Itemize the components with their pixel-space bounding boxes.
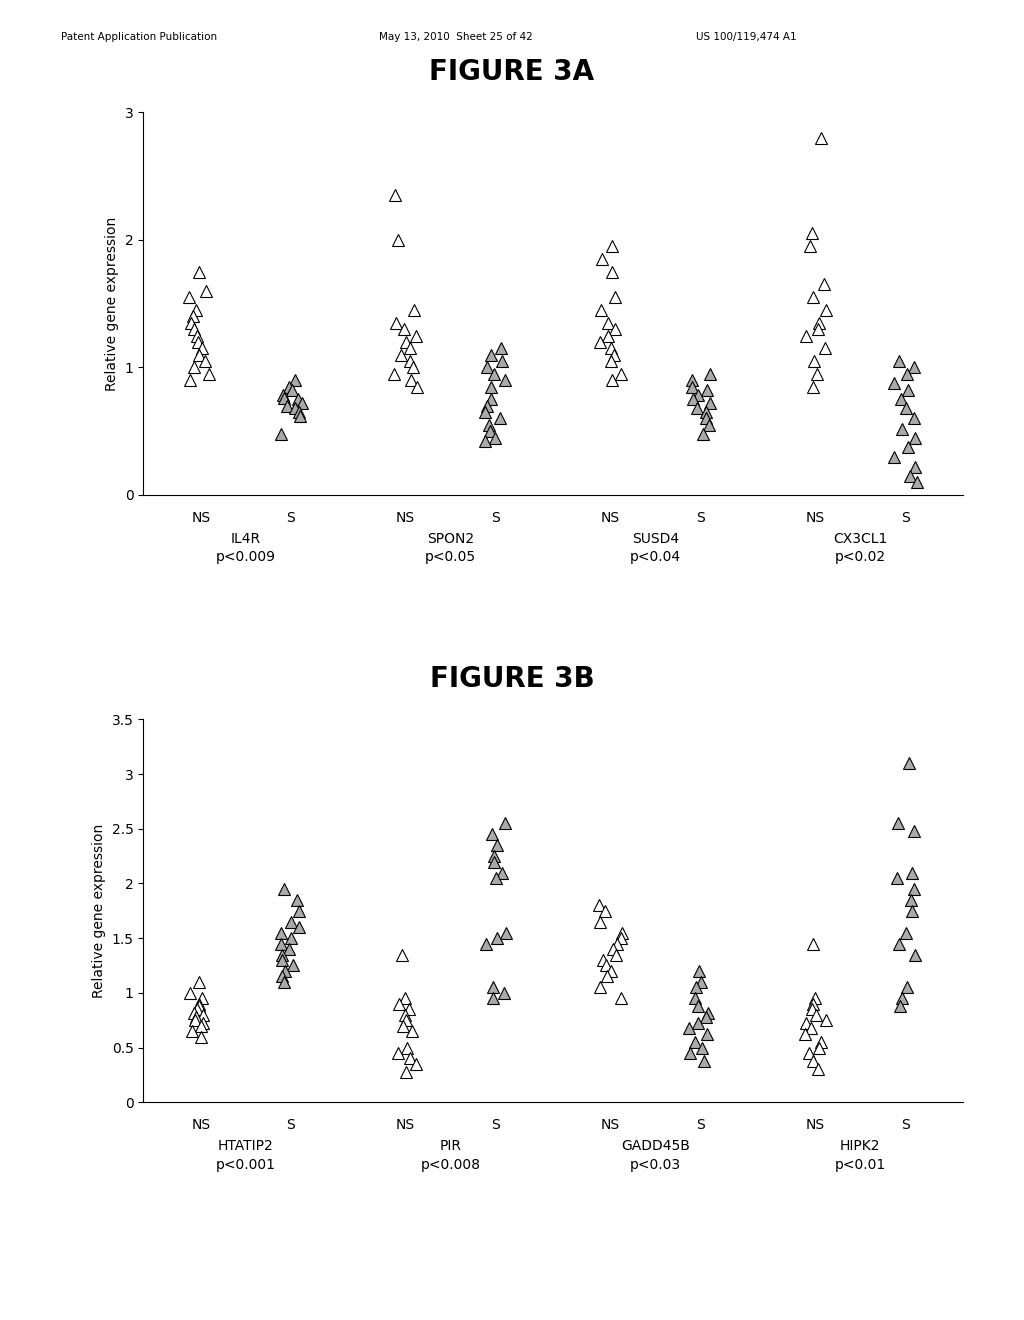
Text: HTATIP2: HTATIP2 [218,1139,273,1154]
Text: FIGURE 3B: FIGURE 3B [430,665,594,693]
Text: NS: NS [806,511,824,525]
Text: p<0.008: p<0.008 [421,1158,480,1172]
Text: S: S [492,1118,500,1133]
Text: NS: NS [191,511,210,525]
Text: NS: NS [191,1118,210,1133]
Text: PIR: PIR [439,1139,462,1154]
Text: p<0.03: p<0.03 [630,1158,681,1172]
Text: SPON2: SPON2 [427,532,474,546]
Text: Patent Application Publication: Patent Application Publication [61,32,217,42]
Text: S: S [492,511,500,525]
Text: SUSD4: SUSD4 [632,532,679,546]
Text: S: S [287,1118,295,1133]
Y-axis label: Relative gene expression: Relative gene expression [92,824,106,998]
Text: p<0.001: p<0.001 [216,1158,275,1172]
Text: p<0.01: p<0.01 [835,1158,886,1172]
Text: S: S [901,511,909,525]
Text: FIGURE 3A: FIGURE 3A [429,58,595,86]
Text: S: S [696,511,705,525]
Text: NS: NS [601,511,620,525]
Text: HIPK2: HIPK2 [840,1139,881,1154]
Text: IL4R: IL4R [230,532,261,546]
Text: S: S [901,1118,909,1133]
Text: S: S [287,511,295,525]
Text: US 100/119,474 A1: US 100/119,474 A1 [696,32,797,42]
Text: NS: NS [806,1118,824,1133]
Text: NS: NS [396,1118,415,1133]
Text: CX3CL1: CX3CL1 [833,532,888,546]
Text: May 13, 2010  Sheet 25 of 42: May 13, 2010 Sheet 25 of 42 [379,32,532,42]
Y-axis label: Relative gene expression: Relative gene expression [105,216,119,391]
Text: p<0.009: p<0.009 [216,550,275,565]
Text: p<0.04: p<0.04 [630,550,681,565]
Text: p<0.05: p<0.05 [425,550,476,565]
Text: p<0.02: p<0.02 [835,550,886,565]
Text: GADD45B: GADD45B [621,1139,690,1154]
Text: NS: NS [396,511,415,525]
Text: S: S [696,1118,705,1133]
Text: NS: NS [601,1118,620,1133]
